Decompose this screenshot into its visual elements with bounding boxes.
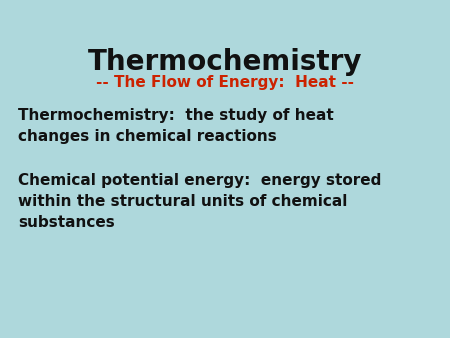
Text: Chemical potential energy:  energy stored
within the structural units of chemica: Chemical potential energy: energy stored…	[18, 173, 382, 230]
Text: Thermochemistry: Thermochemistry	[88, 48, 362, 76]
Text: -- The Flow of Energy:  Heat --: -- The Flow of Energy: Heat --	[96, 75, 354, 90]
Text: Thermochemistry:  the study of heat
changes in chemical reactions: Thermochemistry: the study of heat chang…	[18, 108, 334, 144]
